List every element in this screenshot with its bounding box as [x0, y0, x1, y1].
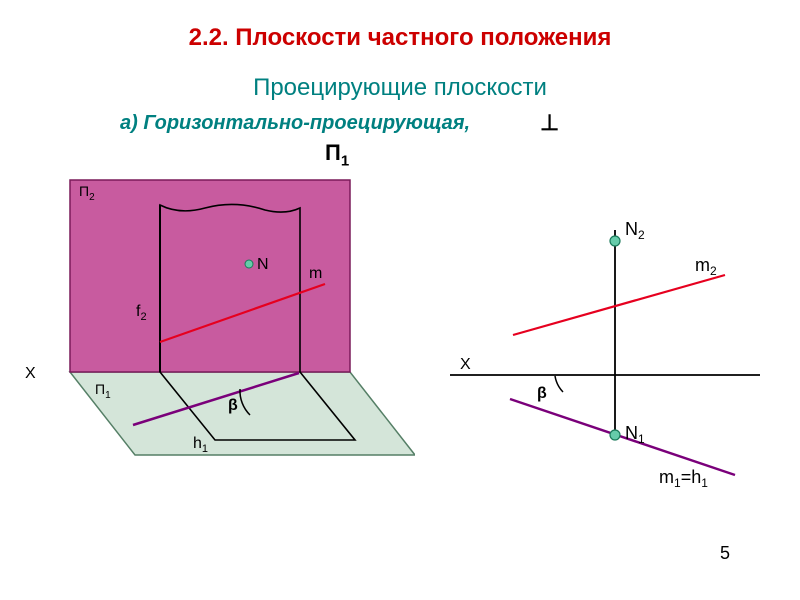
beta-label-right: β: [537, 385, 547, 402]
n2-label: N2: [625, 219, 645, 242]
perp-symbol: ⊥: [540, 110, 559, 136]
main-title: 2.2. Плоскости частного положения: [0, 24, 800, 52]
right-epure-diagram: X N2 m2 β N1 m1=h1: [435, 195, 775, 505]
m-label: m: [309, 265, 322, 282]
point-n2: [610, 236, 620, 246]
m2-line: [513, 275, 725, 335]
m2-label: m2: [695, 255, 717, 278]
p2-plane: [70, 180, 350, 372]
n1-label: N1: [625, 423, 645, 446]
point-n: [245, 260, 253, 268]
n-label: N: [257, 256, 269, 273]
beta-arc-right: [555, 376, 563, 392]
right-x-label: X: [460, 356, 471, 373]
left-3d-diagram: X П2 П1 f2 N m β h1: [25, 160, 415, 480]
subitem-label: а) Горизонтально-проецирующая,: [120, 112, 470, 135]
subtitle: Проецирующие плоскости: [0, 74, 800, 102]
p1-plane: [70, 372, 415, 455]
beta-label-left: β: [228, 397, 238, 414]
point-n1: [610, 430, 620, 440]
left-x-label: X: [25, 365, 36, 382]
m1h1-line: [510, 399, 735, 475]
m1h1-label: m1=h1: [659, 467, 708, 490]
page-number: 5: [720, 543, 730, 564]
